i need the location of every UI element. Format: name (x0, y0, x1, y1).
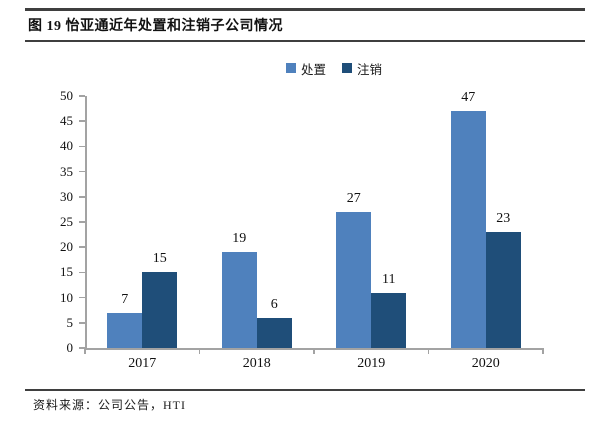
value-label-disposal-2018: 19 (232, 231, 247, 247)
y-axis-tick (79, 120, 85, 122)
y-axis-tick (79, 296, 85, 299)
category-label-2020: 2020 (471, 356, 500, 371)
legend: 处置 注销 (55, 59, 613, 78)
figure-title: 图 19 怡亚通近年处置和注销子公司情况 (28, 19, 283, 34)
legend-label-deregister: 注销 (357, 62, 383, 77)
y-axis-tick-label: 35 (60, 163, 73, 179)
value-label-deregister-2020: 23 (496, 211, 511, 227)
y-axis-tick-label: 20 (60, 239, 73, 255)
y-axis-line (85, 96, 87, 348)
category-label-2017: 2017 (128, 356, 157, 371)
legend-swatch-deregister (342, 63, 352, 73)
y-axis-tick (79, 322, 85, 324)
x-axis-tick (84, 348, 86, 354)
y-axis-tick-label: 10 (60, 289, 73, 305)
y-axis-tick-label: 0 (66, 340, 74, 355)
bar-disposal-2020 (450, 111, 486, 348)
y-axis-tick-label: 25 (60, 214, 73, 229)
bar-deregister-2017 (142, 272, 178, 348)
y-axis-tick (79, 145, 85, 148)
x-axis-tick (313, 348, 315, 354)
y-axis-tick (79, 246, 85, 248)
value-label-deregister-2019: 11 (382, 271, 396, 287)
top-rule (25, 8, 585, 11)
x-axis-tick (198, 348, 201, 354)
value-label-disposal-2019: 27 (346, 190, 361, 206)
x-axis-tick (542, 348, 544, 354)
y-axis-tick-label: 15 (60, 264, 73, 280)
title-divider-rule (25, 40, 585, 42)
bar-deregister-2020 (485, 232, 521, 348)
y-axis-tick (79, 347, 85, 349)
y-axis-tick (79, 196, 85, 198)
value-label-deregister-2018: 6 (270, 296, 278, 312)
category-label-2019: 2019 (357, 356, 386, 371)
y-axis-tick-label: 50 (60, 88, 73, 103)
footer-rule (25, 389, 585, 391)
legend-item-disposal: 处置 (285, 59, 326, 78)
bar-deregister-2019 (371, 292, 407, 348)
y-axis-tick-label: 30 (60, 188, 73, 204)
bar-disposal-2017 (107, 312, 143, 348)
bar-disposal-2018 (221, 252, 257, 348)
y-axis-tick-label: 5 (66, 314, 74, 330)
legend-label-disposal: 处置 (300, 62, 326, 77)
y-axis-tick (79, 170, 85, 173)
value-label-disposal-2020: 47 (461, 90, 476, 106)
y-axis-tick-label: 40 (60, 138, 73, 154)
bar-deregister-2018 (256, 317, 292, 348)
source-note: 资料来源：公司公告，HTI (33, 398, 186, 412)
bar-disposal-2019 (336, 211, 372, 348)
y-axis-tick (79, 221, 85, 223)
y-axis-tick-label: 45 (60, 113, 73, 129)
legend-item-deregister: 注销 (342, 59, 382, 78)
legend-swatch-disposal (285, 63, 296, 73)
y-axis-tick (79, 95, 85, 97)
category-label-2018: 2018 (242, 356, 271, 371)
value-label-disposal-2017: 7 (121, 291, 129, 307)
value-label-deregister-2017: 15 (152, 251, 167, 267)
y-axis-tick (79, 271, 85, 274)
x-axis-tick (427, 348, 430, 354)
